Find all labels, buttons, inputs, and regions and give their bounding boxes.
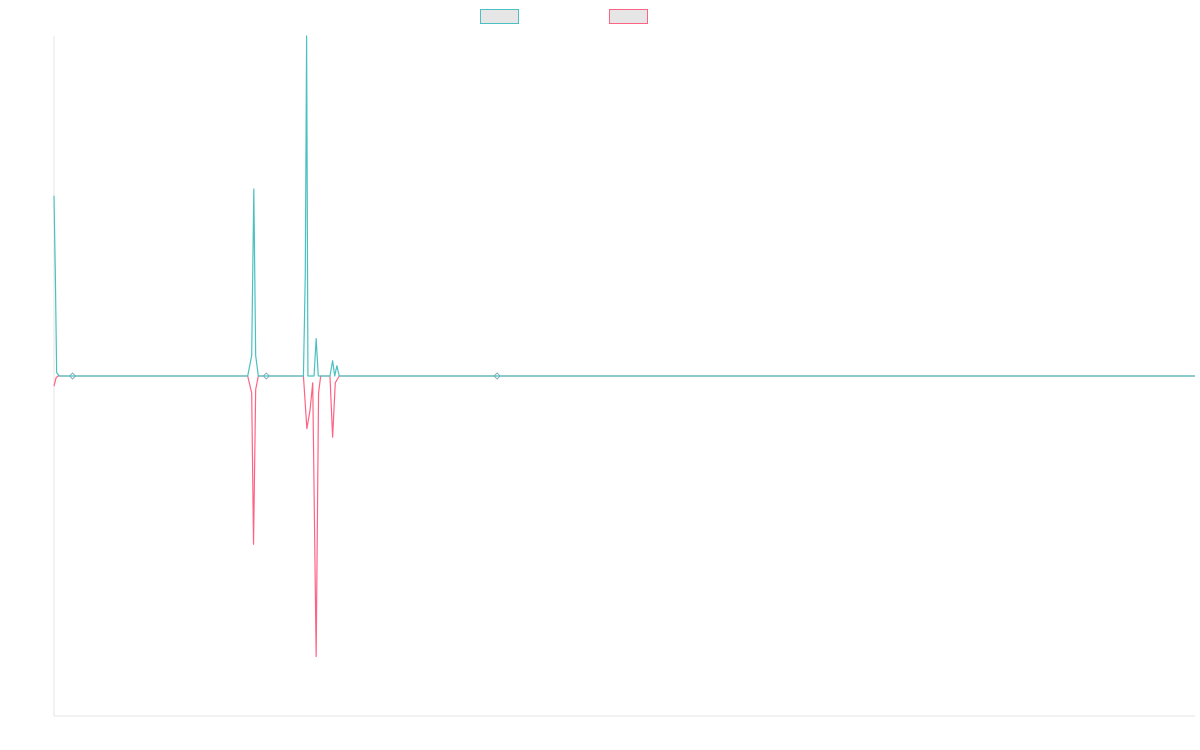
series-line-1[interactable]: [53, 35, 1195, 377]
series-line-2[interactable]: [53, 375, 1195, 658]
legend-item-series-2[interactable]: [609, 9, 654, 24]
legend-swatch-series-2: [609, 9, 648, 24]
legend-item-series-1[interactable]: [480, 9, 525, 24]
series-1-marker-outline-2: [262, 372, 270, 380]
legend: [480, 9, 654, 24]
series-1-marker-outline-1: [69, 372, 76, 380]
series-1-marker-outline-3: [493, 372, 501, 380]
legend-swatch-series-1: [480, 9, 519, 24]
